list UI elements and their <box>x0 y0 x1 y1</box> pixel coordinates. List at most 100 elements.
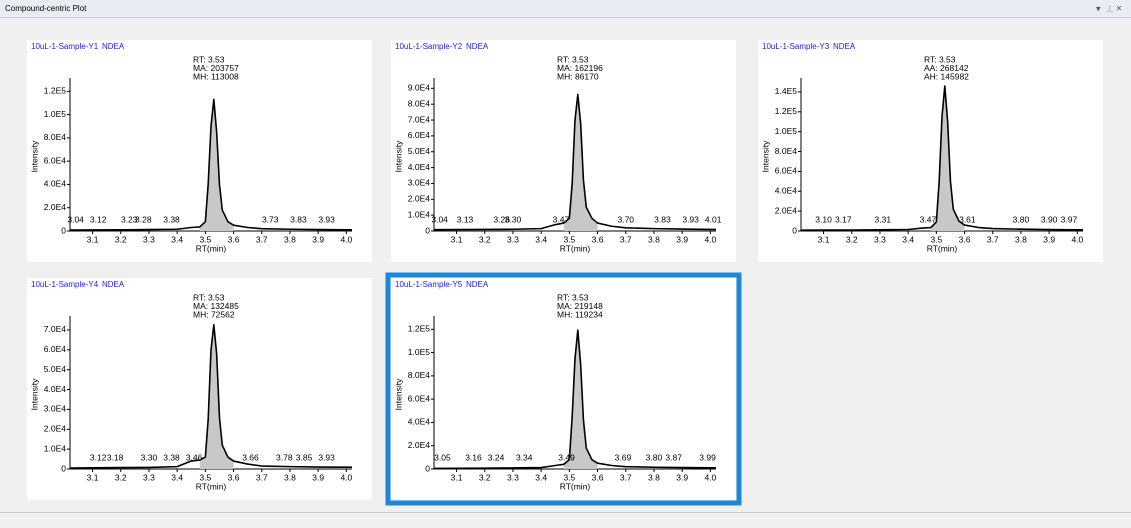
peak-label: 3.38 <box>163 214 180 224</box>
panel-background <box>391 40 736 262</box>
y-tick-label: 2.0E4 <box>408 440 430 450</box>
x-tick-label: 3.5 <box>199 234 211 244</box>
x-tick-label: 3.9 <box>312 234 324 244</box>
x-tick-label: 3.4 <box>535 234 547 244</box>
x-tick-label: 3.6 <box>592 234 604 244</box>
x-tick-label: 3.1 <box>87 234 99 244</box>
window-menu[interactable]: ▾ <box>1096 3 1101 13</box>
x-axis-label: RT(min) <box>560 481 591 491</box>
panel-title: 10uL-1-Sample-Y3 <box>762 42 830 51</box>
panel-background <box>758 40 1103 262</box>
bottom-rule <box>0 512 1131 513</box>
panel-title: 10uL-1-Sample-Y2 <box>395 42 463 51</box>
x-tick-label: 3.4 <box>535 472 547 482</box>
x-axis-label: RT(min) <box>560 243 591 253</box>
peak-label: 3.87 <box>665 452 682 462</box>
x-axis-label: RT(min) <box>196 481 227 491</box>
peak-annotation: MA: 132485 <box>193 301 239 311</box>
window-pin[interactable]: ⊥ <box>1106 3 1114 13</box>
peak-label: 3.24 <box>488 452 505 462</box>
x-tick-label: 3.4 <box>902 234 914 244</box>
x-tick-label: 3.8 <box>284 472 296 482</box>
peak-label: 3.99 <box>699 452 716 462</box>
x-tick-label: 4.0 <box>704 472 716 482</box>
y-tick-label: 2.0E4 <box>775 205 797 215</box>
y-axis-label: Intensity <box>393 140 403 172</box>
x-tick-label: 3.6 <box>959 234 971 244</box>
peak-label: 3.47 <box>553 214 570 224</box>
x-tick-label: 3.7 <box>987 234 999 244</box>
x-tick-label: 3.6 <box>228 234 240 244</box>
y-tick-label: 4.0E4 <box>408 417 430 427</box>
peak-label: 3.61 <box>959 214 976 224</box>
x-tick-label: 3.9 <box>676 472 688 482</box>
y-tick-label: 1.0E5 <box>775 126 797 136</box>
peak-label: 3.80 <box>1013 214 1030 224</box>
x-tick-label: 3.2 <box>479 234 491 244</box>
peak-label: 3.80 <box>646 452 663 462</box>
peak-annotation: RT: 3.53 <box>924 54 956 64</box>
x-tick-label: 3.2 <box>846 234 858 244</box>
y-tick-label: 6.0E4 <box>408 393 430 403</box>
x-tick-label: 3.5 <box>930 234 942 244</box>
y-tick-label: 6.0E4 <box>408 130 430 140</box>
window-close[interactable]: × <box>1116 4 1122 15</box>
peak-annotation: MH: 72562 <box>193 309 235 319</box>
trace-line <box>433 329 716 470</box>
x-tick-label: 3.1 <box>87 472 99 482</box>
trace-line <box>69 324 352 469</box>
peak-label: 3.30 <box>141 452 158 462</box>
y-tick-label: 0 <box>425 225 430 235</box>
title-bar-rule <box>0 17 1131 18</box>
peak-area <box>199 99 234 231</box>
compound-name: NDEA <box>102 280 125 289</box>
trace-line <box>800 85 1083 232</box>
peak-label: 4.01 <box>705 214 722 224</box>
y-tick-label: 2.0E4 <box>408 194 430 204</box>
y-axis-label: Intensity <box>29 378 39 410</box>
y-tick-label: 6.0E4 <box>44 155 66 165</box>
x-tick-label: 3.7 <box>620 234 632 244</box>
peak-label: 3.17 <box>835 214 852 224</box>
y-tick-label: 3.0E4 <box>44 404 66 414</box>
x-tick-label: 3.1 <box>818 234 830 244</box>
panel-background <box>27 278 372 500</box>
compound-name: NDEA <box>466 280 489 289</box>
x-tick-label: 3.2 <box>115 472 127 482</box>
x-tick-label: 3.4 <box>171 234 183 244</box>
peak-label: 3.18 <box>107 452 124 462</box>
peak-annotation: MH: 119234 <box>557 309 603 319</box>
peak-label: 3.16 <box>465 452 482 462</box>
peak-annotation: AH: 145982 <box>924 71 969 81</box>
x-tick-label: 3.7 <box>256 472 268 482</box>
peak-label: 3.83 <box>290 214 307 224</box>
peak-label: 3.31 <box>875 214 892 224</box>
x-tick-label: 3.1 <box>451 234 463 244</box>
peak-area <box>199 324 234 469</box>
y-tick-label: 6.0E4 <box>775 166 797 176</box>
x-tick-label: 3.3 <box>507 234 519 244</box>
x-tick-label: 3.9 <box>676 234 688 244</box>
peak-label: 3.83 <box>654 214 671 224</box>
peak-label: 3.69 <box>615 452 632 462</box>
y-tick-label: 0 <box>792 225 797 235</box>
y-tick-label: 2.0E4 <box>44 424 66 434</box>
y-axis-label: Intensity <box>760 140 770 172</box>
y-tick-label: 7.0E4 <box>408 114 430 124</box>
peak-annotation: MH: 113008 <box>193 71 239 81</box>
peak-annotation: RT: 3.53 <box>193 292 225 302</box>
peak-label: 3.66 <box>242 452 259 462</box>
peak-annotation: MH: 86170 <box>557 71 599 81</box>
peak-label: 3.93 <box>682 214 699 224</box>
peak-label: 3.12 <box>90 214 107 224</box>
x-tick-label: 3.3 <box>143 472 155 482</box>
compound-name: NDEA <box>466 42 489 51</box>
peak-label: 3.73 <box>262 214 279 224</box>
peak-annotation: AA: 268142 <box>924 63 969 73</box>
y-tick-label: 1.2E5 <box>775 106 797 116</box>
title-bar <box>0 0 1131 17</box>
